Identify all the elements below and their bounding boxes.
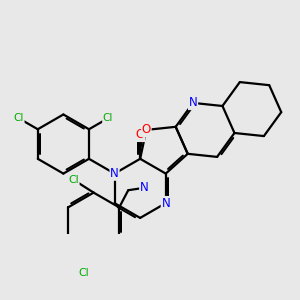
Text: N: N bbox=[110, 167, 119, 180]
Text: Cl: Cl bbox=[103, 113, 113, 123]
Text: N: N bbox=[161, 196, 170, 210]
Text: N: N bbox=[140, 181, 148, 194]
Text: Cl: Cl bbox=[68, 175, 79, 185]
Text: O: O bbox=[142, 123, 151, 136]
Text: Cl: Cl bbox=[78, 268, 89, 278]
Text: O: O bbox=[136, 128, 145, 141]
Text: Cl: Cl bbox=[14, 113, 24, 123]
Text: N: N bbox=[189, 96, 197, 110]
